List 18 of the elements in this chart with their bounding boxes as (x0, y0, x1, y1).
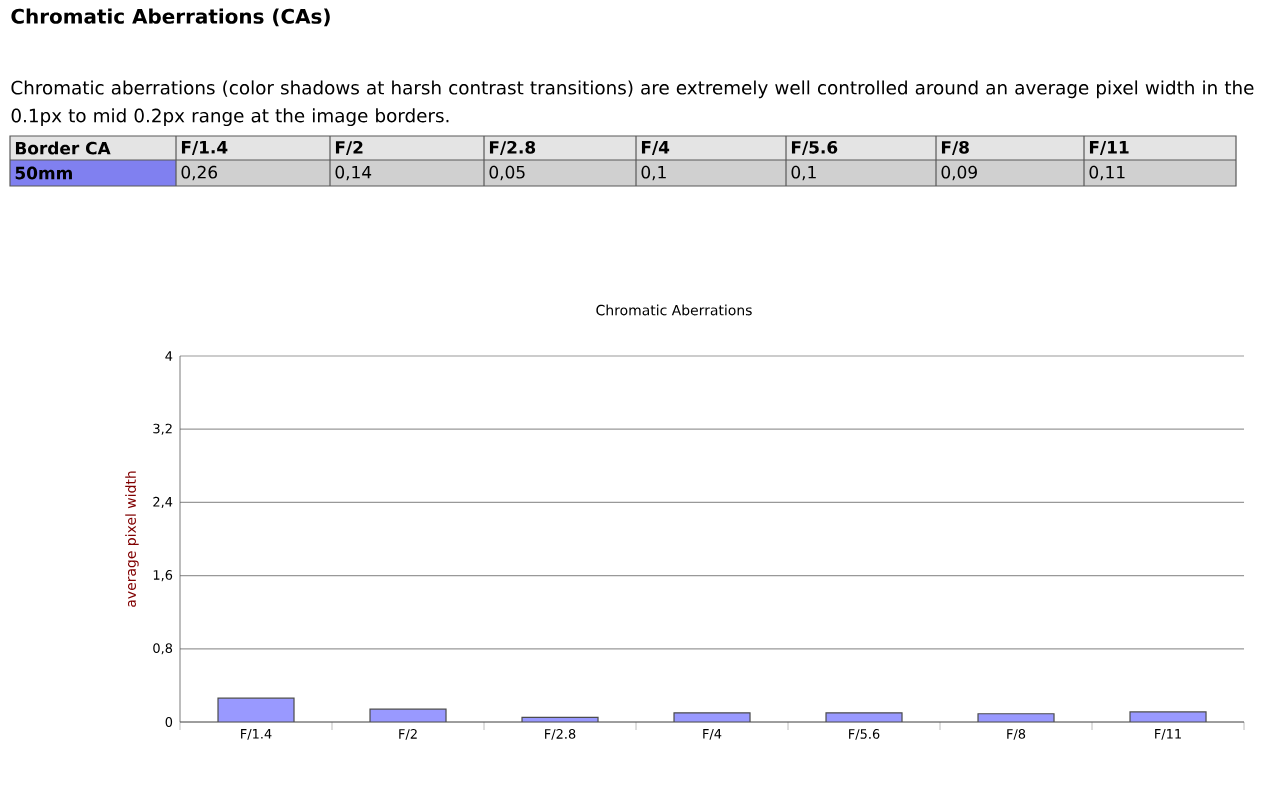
data-label: 0,14 (335, 165, 372, 181)
category-label: F/2 (335, 140, 363, 156)
category-label: F/4 (641, 141, 670, 155)
data-label: 0,11 (1089, 165, 1125, 181)
chart-title: Chromatic Aberrations (CAs) (11, 8, 330, 27)
text: Border CA (15, 141, 111, 155)
category-label: F/11 (1089, 141, 1129, 155)
category-label: F/1.4 (181, 141, 228, 155)
category-label: F/5.6 (791, 140, 838, 156)
category-label: F/8 (941, 140, 969, 156)
data-label: 0,1 (791, 165, 816, 181)
data-label: 0,1 (641, 165, 666, 181)
data-label: 0,26 (181, 165, 218, 181)
data-label: 0,09 (941, 165, 977, 181)
data-label: 0,05 (489, 165, 525, 181)
text: 50mm (15, 166, 72, 180)
chart-subtitle: Chromatic aberrations (color shadows at harsh contrast transitions) are extremely well controlled around an average pixel width in the 0.1px to mid 0.2px range at the image borders. (11, 80, 1254, 127)
category-label: F/2.8 (489, 140, 536, 156)
